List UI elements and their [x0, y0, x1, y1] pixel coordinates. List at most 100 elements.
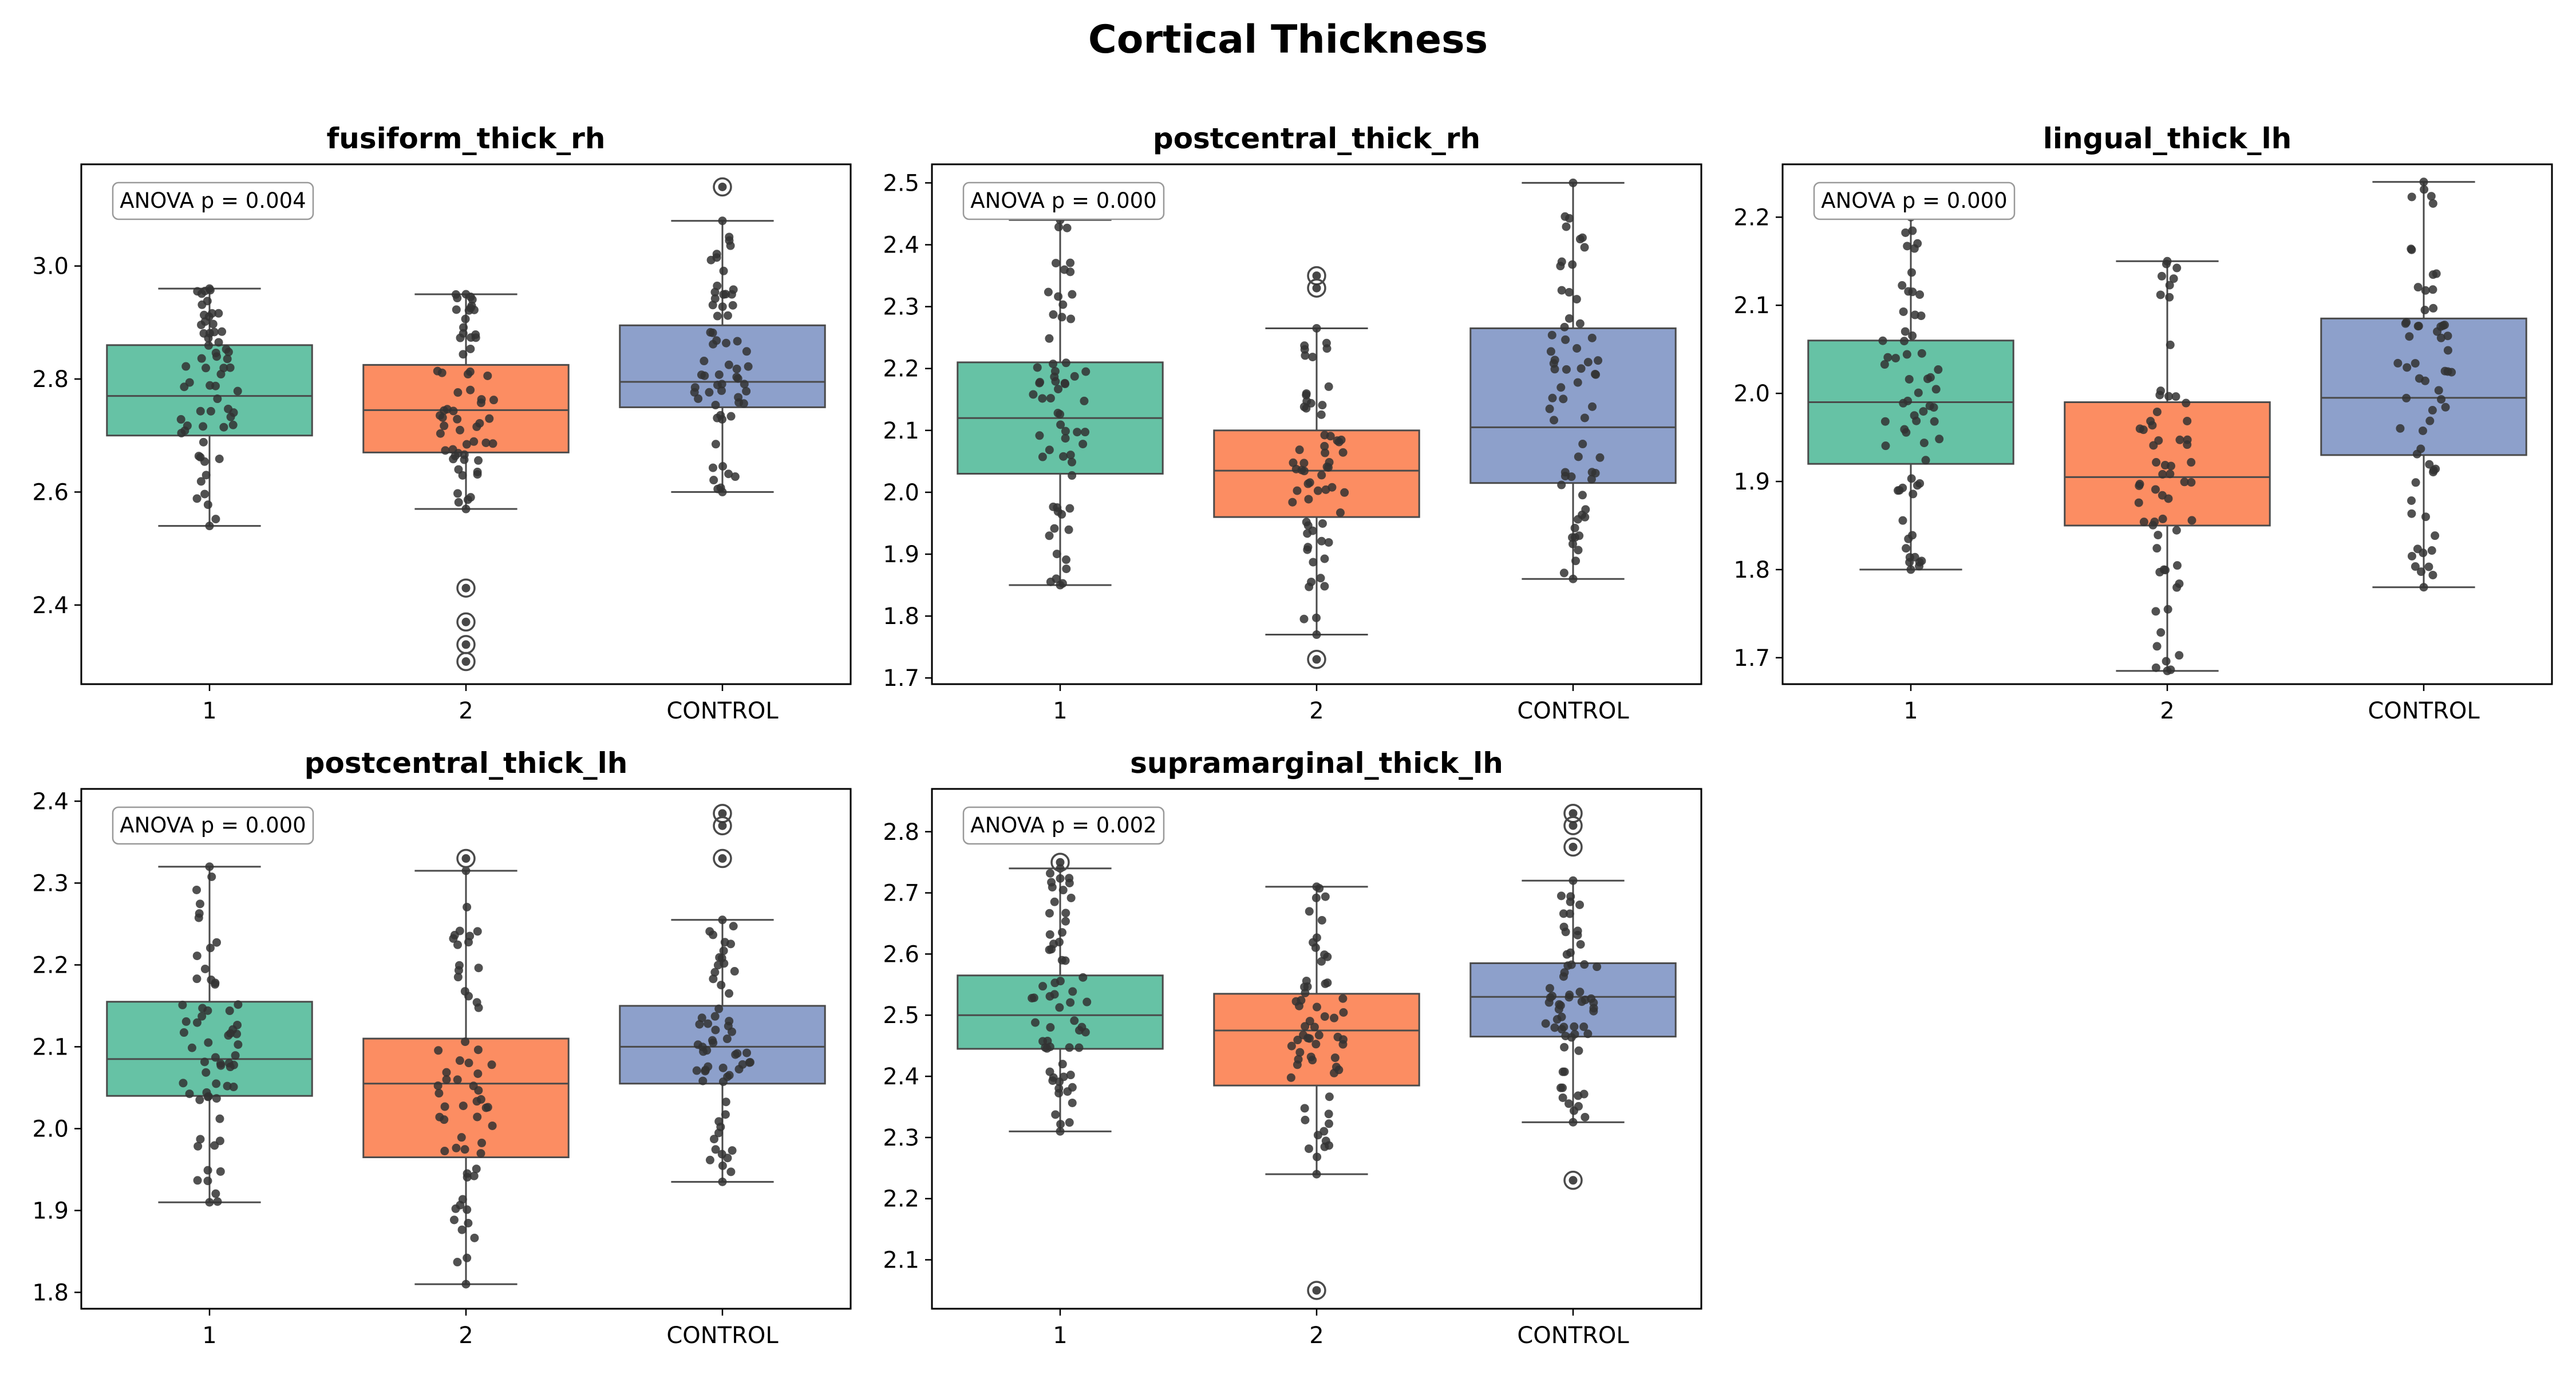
box-iqr — [106, 344, 313, 437]
data-point — [1302, 390, 1311, 400]
data-point — [1915, 562, 1924, 571]
data-point — [226, 412, 235, 421]
data-point — [202, 471, 211, 480]
data-point — [2418, 426, 2427, 435]
data-point — [449, 1215, 459, 1225]
data-point — [197, 300, 207, 309]
data-point — [2434, 386, 2443, 395]
data-point — [178, 1000, 187, 1009]
data-point — [1905, 552, 1914, 562]
data-point — [224, 1031, 233, 1040]
outlier-point — [1312, 655, 1321, 664]
data-point — [2403, 363, 2412, 372]
data-point — [1066, 998, 1075, 1007]
data-point — [1921, 456, 1930, 465]
data-point — [205, 862, 214, 871]
data-point — [2151, 607, 2160, 616]
data-point — [181, 1017, 191, 1026]
data-point — [1319, 1127, 1329, 1136]
data-point — [179, 1079, 188, 1088]
data-point — [192, 1018, 202, 1027]
data-point — [1061, 909, 1070, 918]
data-point — [1572, 295, 1581, 304]
data-point — [2441, 402, 2450, 412]
data-point — [185, 378, 194, 387]
data-point — [1574, 452, 1583, 461]
data-point — [1578, 440, 1587, 449]
y-tick-label: 2.1 — [883, 1247, 919, 1274]
data-point — [177, 428, 186, 437]
data-point — [721, 1110, 730, 1119]
data-point — [711, 440, 720, 449]
data-point — [2419, 548, 2428, 558]
data-point — [1546, 347, 1555, 356]
data-point — [1070, 372, 1079, 381]
data-point — [1049, 502, 1058, 511]
outlier-marker — [456, 612, 476, 632]
data-point — [1065, 1118, 1074, 1127]
y-tick-label: 1.9 — [883, 542, 919, 568]
data-point — [1577, 997, 1586, 1006]
data-point — [1318, 401, 1327, 410]
data-point — [2411, 359, 2420, 368]
anova-label: ANOVA p = 0.000 — [120, 813, 306, 838]
data-point — [1287, 1041, 1296, 1051]
y-tick-label: 2.1 — [883, 418, 919, 444]
data-point — [476, 398, 485, 408]
data-point — [1930, 417, 1939, 426]
data-point — [454, 465, 463, 474]
data-point — [181, 362, 191, 371]
data-point — [1303, 479, 1313, 488]
outlier-point — [461, 640, 471, 649]
data-point — [466, 344, 475, 353]
x-tick-label: CONTROL — [666, 698, 779, 724]
box-group-1 — [106, 862, 313, 1207]
data-point — [723, 311, 732, 320]
data-point — [464, 1218, 473, 1227]
data-point — [2156, 290, 2165, 299]
data-point — [1304, 1144, 1313, 1153]
data-point — [732, 364, 741, 373]
data-point — [451, 290, 460, 299]
data-point — [1550, 416, 1559, 425]
data-point — [1557, 480, 1566, 489]
axes-frame — [1781, 163, 2553, 685]
data-point — [733, 337, 742, 346]
data-point — [1581, 512, 1590, 522]
data-point — [2433, 327, 2442, 336]
data-point — [1338, 1035, 1348, 1044]
y-tick-label: 1.8 — [1733, 557, 1770, 583]
data-point — [712, 336, 721, 345]
data-point — [1898, 281, 1907, 290]
data-point — [222, 345, 231, 354]
box-group-2 — [1213, 882, 1420, 1300]
data-point — [1038, 982, 1048, 991]
data-point — [1046, 394, 1055, 403]
data-point — [1913, 481, 1922, 490]
data-point — [2183, 416, 2192, 425]
data-point — [1591, 468, 1600, 477]
data-point — [1045, 930, 1054, 939]
data-point — [233, 1020, 242, 1029]
data-point — [724, 360, 733, 369]
data-point — [1308, 1056, 1317, 1065]
data-point — [713, 311, 722, 321]
outlier-point — [718, 854, 727, 863]
data-point — [210, 327, 219, 337]
data-point — [701, 1067, 710, 1076]
data-point — [203, 1176, 212, 1186]
data-point — [449, 934, 458, 943]
data-point — [1564, 314, 1574, 323]
data-point — [1324, 382, 1333, 391]
data-point — [1567, 960, 1576, 969]
data-point — [1909, 489, 1918, 499]
data-point — [202, 364, 211, 373]
data-point — [1561, 335, 1570, 344]
data-point — [1908, 331, 1917, 340]
data-point — [721, 1097, 730, 1107]
data-point — [474, 456, 483, 465]
data-point — [1325, 1092, 1334, 1101]
data-point — [720, 959, 729, 968]
data-point — [459, 323, 468, 332]
data-point — [1317, 410, 1326, 419]
